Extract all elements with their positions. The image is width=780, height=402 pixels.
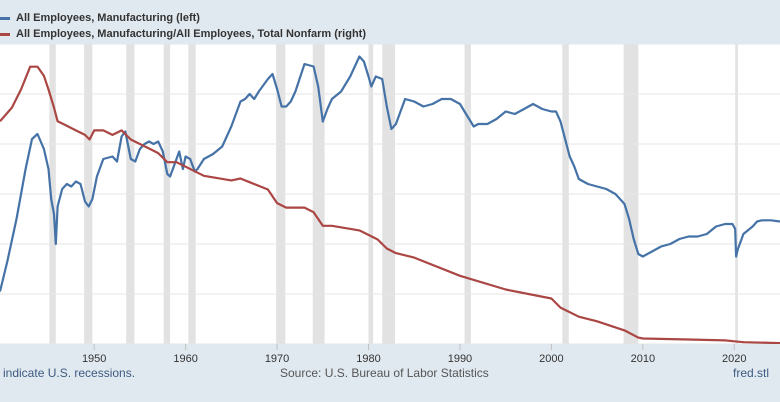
gridlines xyxy=(0,44,780,344)
fred-link[interactable]: fred.stl xyxy=(733,366,770,380)
legend-item-manufacturing[interactable]: All Employees, Manufacturing (left) xyxy=(0,10,366,26)
x-tick-label: 1980 xyxy=(356,353,380,365)
plot-area[interactable] xyxy=(0,44,780,344)
series-line-manufacturing[interactable] xyxy=(0,55,780,292)
x-tick-label: 1990 xyxy=(448,353,472,365)
x-axis: 1950 1960 1970 1980 1990 2000 2010 2020 xyxy=(82,344,747,365)
chart-svg xyxy=(0,44,780,344)
x-tick-label: 1950 xyxy=(82,353,106,365)
series-lines xyxy=(0,55,780,344)
x-tick-label: 1970 xyxy=(265,353,289,365)
x-tick-label: 1960 xyxy=(173,353,197,365)
x-tick-label: 2020 xyxy=(722,353,746,365)
legend-swatch-blue xyxy=(0,16,10,20)
source-text: Source: U.S. Bureau of Labor Statistics xyxy=(280,366,489,380)
series-line-ratio[interactable] xyxy=(0,65,780,344)
legend-label: All Employees, Manufacturing (left) xyxy=(16,12,200,24)
x-tick-label: 2000 xyxy=(539,353,563,365)
legend-swatch-red xyxy=(0,32,10,36)
legend: All Employees, Manufacturing (left) All … xyxy=(0,10,366,42)
x-tick-label: 2010 xyxy=(631,353,655,365)
recessions-note: indicate U.S. recessions. xyxy=(3,366,136,380)
legend-label: All Employees, Manufacturing/All Employe… xyxy=(16,28,367,40)
legend-item-ratio[interactable]: All Employees, Manufacturing/All Employe… xyxy=(0,26,366,42)
